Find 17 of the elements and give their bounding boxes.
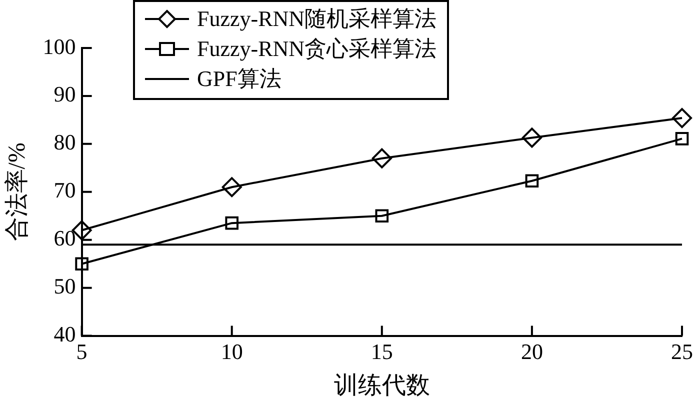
x-tick-label: 20	[520, 338, 543, 364]
y-tick-label: 80	[54, 130, 76, 155]
y-tick-label: 100	[42, 34, 76, 59]
y-tick-label: 60	[54, 226, 76, 251]
y-axis-title: 合法率/%	[4, 142, 31, 242]
legend-label: GPF算法	[197, 65, 282, 93]
legend-label: Fuzzy-RNN贪心采样算法	[197, 35, 437, 63]
x-axis-title: 训练代数	[334, 372, 430, 399]
legend-label: Fuzzy-RNN随机采样算法	[197, 5, 437, 33]
x-tick-label: 10	[220, 338, 243, 364]
x-tick-label: 5	[76, 338, 88, 364]
x-tick-label: 25	[671, 338, 693, 364]
y-tick-label: 70	[54, 178, 76, 203]
y-tick-label: 40	[54, 322, 76, 347]
y-tick-label: 90	[54, 82, 76, 107]
y-tick-label: 50	[54, 274, 76, 299]
x-tick-label: 15	[370, 338, 393, 364]
